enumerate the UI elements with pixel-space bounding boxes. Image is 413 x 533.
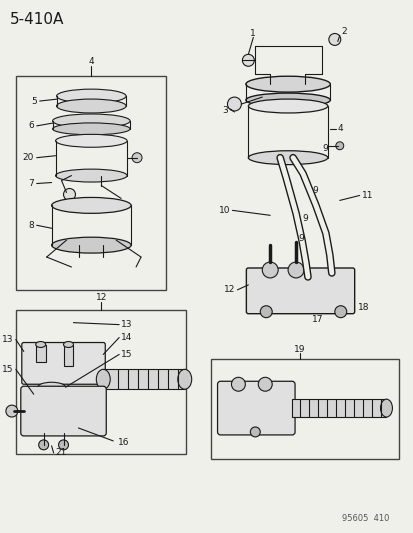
Text: 2: 2 [341, 27, 347, 36]
Ellipse shape [52, 237, 131, 253]
Text: 14: 14 [121, 333, 132, 342]
Ellipse shape [36, 342, 45, 348]
Circle shape [63, 189, 75, 200]
Circle shape [58, 440, 68, 450]
Text: 9: 9 [301, 214, 307, 223]
Text: 8: 8 [28, 221, 33, 230]
Text: 5: 5 [31, 96, 37, 106]
Ellipse shape [245, 93, 330, 107]
Circle shape [287, 262, 303, 278]
Circle shape [38, 440, 48, 450]
Circle shape [334, 306, 346, 318]
Text: 12: 12 [223, 285, 235, 294]
Text: 16: 16 [118, 438, 129, 447]
Bar [16, 76, 166, 290]
FancyBboxPatch shape [246, 268, 354, 314]
Circle shape [261, 262, 278, 278]
FancyBboxPatch shape [217, 381, 294, 435]
Ellipse shape [248, 99, 327, 113]
Text: 15: 15 [121, 350, 132, 359]
FancyBboxPatch shape [21, 386, 106, 436]
Text: 19: 19 [294, 345, 305, 354]
Text: 20: 20 [22, 153, 33, 162]
Bar [63, 344, 73, 366]
Circle shape [328, 34, 340, 45]
Ellipse shape [57, 99, 126, 113]
Ellipse shape [52, 197, 131, 213]
Circle shape [227, 97, 241, 111]
Bar [16, 310, 185, 454]
Circle shape [250, 427, 260, 437]
Text: 4: 4 [337, 124, 342, 133]
Text: 9: 9 [321, 144, 327, 154]
Text: 4: 4 [88, 57, 94, 66]
Text: 15: 15 [2, 365, 14, 374]
Ellipse shape [248, 151, 327, 165]
Text: 10: 10 [218, 206, 230, 215]
Ellipse shape [63, 342, 73, 348]
Text: 13: 13 [121, 320, 132, 329]
Circle shape [242, 54, 254, 66]
Text: 9: 9 [297, 233, 303, 243]
Ellipse shape [55, 134, 127, 147]
Circle shape [260, 306, 271, 318]
Text: 17: 17 [311, 315, 323, 324]
Ellipse shape [245, 76, 330, 92]
Text: 18: 18 [357, 303, 368, 312]
Bar [103, 369, 184, 389]
Text: 5-410A: 5-410A [10, 12, 64, 27]
Text: 9: 9 [311, 186, 317, 195]
Text: 13: 13 [2, 335, 14, 344]
Ellipse shape [52, 123, 130, 135]
Ellipse shape [96, 369, 110, 389]
Ellipse shape [28, 390, 47, 398]
Ellipse shape [55, 169, 127, 182]
Circle shape [231, 377, 245, 391]
Circle shape [6, 405, 18, 417]
Text: 11: 11 [361, 191, 372, 200]
Circle shape [258, 377, 271, 391]
Ellipse shape [52, 114, 130, 128]
Ellipse shape [57, 89, 126, 103]
Ellipse shape [380, 399, 392, 417]
Text: 12: 12 [95, 293, 107, 302]
Bar [210, 359, 399, 459]
FancyBboxPatch shape [22, 343, 105, 384]
Text: 3: 3 [222, 107, 228, 116]
Text: 1: 1 [250, 29, 256, 38]
Circle shape [335, 142, 343, 150]
Circle shape [132, 153, 142, 163]
Text: 7: 7 [28, 179, 33, 188]
Text: 95605  410: 95605 410 [341, 514, 389, 523]
Ellipse shape [177, 369, 191, 389]
Bar [291, 399, 386, 417]
Ellipse shape [38, 382, 65, 392]
Text: 21: 21 [55, 448, 67, 457]
Bar [36, 344, 45, 362]
Text: 6: 6 [28, 122, 33, 131]
